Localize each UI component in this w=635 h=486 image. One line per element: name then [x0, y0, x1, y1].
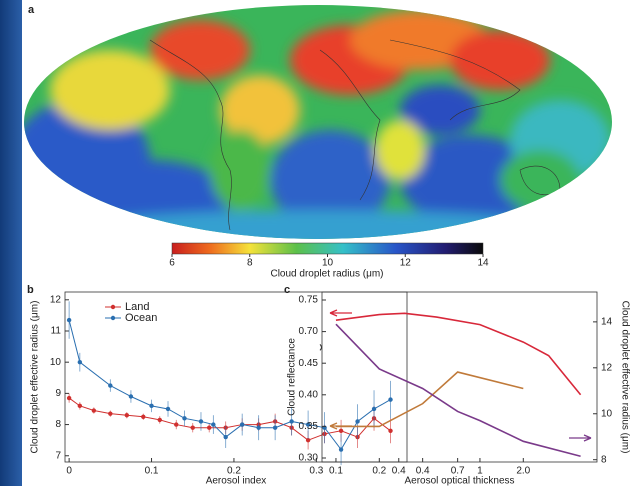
- x-tick-label: 2.0: [516, 466, 530, 477]
- data-point: [388, 397, 393, 402]
- y2-tick-label: 10: [601, 408, 613, 419]
- x-tick-label: 0.1: [145, 466, 159, 477]
- x-tick-label: 0.2: [372, 466, 386, 477]
- y-tick-label: 0.45: [299, 358, 319, 369]
- colorbar: [171, 242, 484, 255]
- y-tick-label: 0.75: [299, 295, 319, 306]
- y-tick-label: 0.35: [299, 421, 319, 432]
- data-point: [371, 406, 377, 412]
- y-axis-label: Cloud droplet effective radius (μm): [30, 301, 41, 454]
- series-line: [68, 319, 391, 451]
- y2-tick-label: 14: [601, 317, 613, 328]
- data-point: [289, 419, 294, 424]
- x-tick-label: 0.7: [451, 466, 465, 477]
- data-point: [338, 447, 344, 452]
- axis-break: [319, 344, 322, 351]
- legend-label: Ocean: [125, 312, 157, 324]
- data-point: [108, 411, 113, 416]
- axis-arrow: [329, 422, 352, 430]
- data-point: [338, 428, 344, 434]
- x-tick-label: 0.4: [416, 466, 430, 477]
- series-line: [335, 371, 524, 428]
- data-point: [355, 419, 360, 424]
- data-point: [305, 422, 311, 427]
- data-point: [223, 434, 228, 440]
- map: [24, 5, 612, 239]
- data-point: [66, 317, 72, 323]
- x-tick-label: 0: [66, 466, 72, 477]
- data-point: [239, 422, 245, 427]
- y2-axis-label: Cloud droplet effective radius (μm): [619, 301, 630, 454]
- x-tick-label: 0.2: [227, 466, 241, 477]
- y-axis-label: Cloud reflectance: [287, 338, 298, 416]
- y-tick-label: 9: [55, 388, 61, 399]
- data-point: [149, 403, 154, 409]
- y-tick-label: 12: [50, 294, 62, 305]
- data-point: [77, 403, 83, 409]
- data-point: [91, 408, 97, 413]
- x-axis-label: Aerosol index: [206, 476, 267, 486]
- legend-label: Land: [125, 301, 149, 313]
- y-tick-label: 0.30: [299, 453, 319, 464]
- x-axis-label: Aerosol optical thickness: [404, 476, 514, 486]
- data-point: [165, 406, 171, 412]
- colorbar-tick-label: 8: [247, 258, 253, 269]
- y-tick-label: 0.40: [299, 389, 319, 400]
- data-point: [141, 414, 146, 419]
- colorbar-tick-label: 14: [477, 258, 489, 269]
- y2-tick-label: 12: [601, 362, 613, 373]
- y2-tick-label: 8: [601, 454, 607, 465]
- plot-area: [321, 291, 598, 463]
- x-tick-label: 0.1: [329, 466, 343, 477]
- colorbar-tick-label: 6: [169, 258, 175, 269]
- y-tick-label: 0.70: [299, 326, 319, 337]
- plot-area: [64, 291, 408, 463]
- y-tick-label: 7: [55, 450, 61, 461]
- colorbar-label: Cloud droplet radius (μm): [270, 269, 383, 280]
- legend-marker: [110, 315, 116, 321]
- panel-label: a: [28, 4, 35, 16]
- data-point: [124, 413, 130, 418]
- colorbar-tick-label: 10: [322, 258, 334, 269]
- data-point: [66, 395, 72, 401]
- data-point: [305, 437, 311, 443]
- data-point: [182, 416, 187, 421]
- panel-label: b: [27, 284, 34, 296]
- data-point: [174, 422, 179, 427]
- y-tick-label: 10: [50, 357, 62, 368]
- data-point: [157, 417, 162, 423]
- x-tick-label: 1: [477, 466, 483, 477]
- data-point: [207, 425, 212, 430]
- axis-arrow: [569, 434, 592, 442]
- data-point: [77, 359, 83, 365]
- data-point: [272, 425, 278, 430]
- y-tick-label: 11: [51, 326, 62, 337]
- data-point: [128, 394, 134, 399]
- data-point: [211, 422, 216, 427]
- x-tick-label: 0.3: [309, 466, 323, 477]
- data-point: [256, 425, 261, 430]
- data-point: [198, 419, 204, 424]
- y-tick-label: 8: [55, 419, 61, 430]
- colorbar-tick-label: 12: [400, 258, 412, 269]
- series-line: [335, 323, 581, 458]
- data-point: [190, 425, 195, 430]
- series-line: [335, 312, 582, 396]
- panel-label: c: [284, 284, 290, 296]
- axis-arrow: [329, 309, 352, 317]
- data-point: [108, 383, 113, 388]
- x-tick-label: 0.4: [392, 466, 406, 477]
- legend-marker: [110, 304, 116, 310]
- data-point: [388, 428, 393, 434]
